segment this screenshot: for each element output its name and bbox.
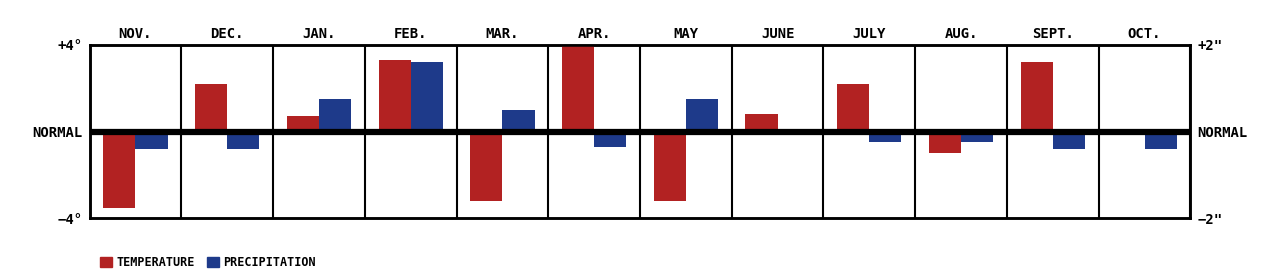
Bar bbox=[745, 114, 777, 132]
Legend: TEMPERATURE, PRECIPITATION: TEMPERATURE, PRECIPITATION bbox=[96, 252, 321, 274]
Bar bbox=[562, 45, 594, 132]
Bar bbox=[228, 132, 260, 149]
Bar bbox=[1052, 132, 1085, 149]
Bar bbox=[287, 116, 319, 132]
Bar bbox=[594, 132, 626, 147]
Bar bbox=[136, 132, 168, 149]
Bar bbox=[961, 132, 993, 143]
Bar bbox=[411, 62, 443, 132]
Bar bbox=[319, 99, 351, 132]
Bar bbox=[654, 132, 686, 201]
Bar bbox=[1020, 62, 1052, 132]
Bar bbox=[502, 110, 535, 132]
Bar bbox=[869, 132, 901, 143]
Bar bbox=[470, 132, 502, 201]
Bar bbox=[195, 84, 228, 132]
Bar bbox=[379, 60, 411, 132]
Bar bbox=[929, 132, 961, 153]
Bar bbox=[1144, 132, 1176, 149]
Bar bbox=[104, 132, 136, 207]
Bar bbox=[837, 84, 869, 132]
Bar bbox=[686, 99, 718, 132]
